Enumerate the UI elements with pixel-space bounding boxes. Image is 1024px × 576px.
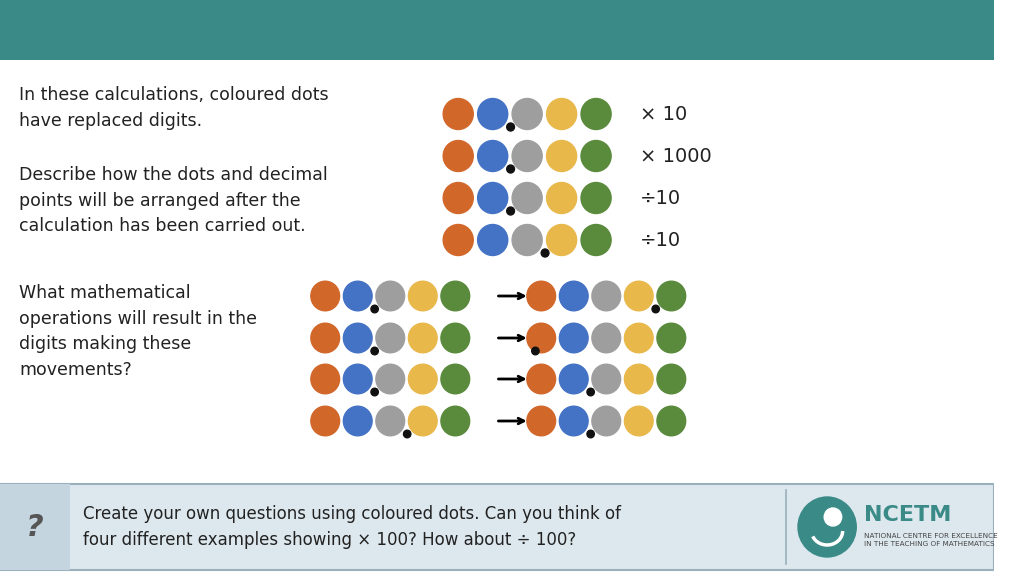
Circle shape (657, 281, 686, 311)
Circle shape (376, 406, 404, 436)
Circle shape (311, 364, 340, 394)
Circle shape (657, 323, 686, 353)
Circle shape (443, 141, 473, 172)
Circle shape (559, 364, 588, 394)
Text: Checkpoint 4: Calculations in colour: Checkpoint 4: Calculations in colour (19, 18, 499, 42)
Circle shape (512, 225, 542, 256)
Circle shape (547, 141, 577, 172)
Circle shape (652, 305, 659, 313)
Circle shape (477, 225, 508, 256)
Circle shape (587, 430, 594, 438)
Text: Create your own questions using coloured dots. Can you think of
four different e: Create your own questions using coloured… (83, 505, 621, 549)
Circle shape (527, 323, 556, 353)
Circle shape (541, 249, 549, 257)
Circle shape (311, 406, 340, 436)
Circle shape (559, 323, 588, 353)
Circle shape (443, 225, 473, 256)
Circle shape (343, 323, 372, 353)
Circle shape (592, 364, 621, 394)
Circle shape (376, 281, 404, 311)
Text: NATIONAL CENTRE FOR EXCELLENCE
IN THE TEACHING OF MATHEMATICS: NATIONAL CENTRE FOR EXCELLENCE IN THE TE… (864, 533, 997, 547)
Text: ÷10: ÷10 (640, 188, 681, 207)
Circle shape (409, 281, 437, 311)
Circle shape (547, 225, 577, 256)
Text: NCETM: NCETM (864, 505, 951, 525)
Text: × 1000: × 1000 (640, 146, 712, 165)
Circle shape (512, 183, 542, 214)
Circle shape (592, 281, 621, 311)
Bar (0, 484, 994, 570)
Circle shape (581, 183, 611, 214)
Circle shape (559, 281, 588, 311)
Circle shape (798, 497, 856, 557)
Circle shape (657, 406, 686, 436)
Circle shape (343, 406, 372, 436)
Bar (0, 0, 994, 60)
Bar (0, 484, 70, 570)
Circle shape (587, 388, 594, 396)
Circle shape (441, 364, 470, 394)
Circle shape (547, 183, 577, 214)
Circle shape (409, 323, 437, 353)
Circle shape (477, 183, 508, 214)
Circle shape (311, 281, 340, 311)
Circle shape (409, 364, 437, 394)
Text: Describe how the dots and decimal
points will be arranged after the
calculation : Describe how the dots and decimal points… (19, 166, 328, 236)
Text: ÷10: ÷10 (640, 230, 681, 249)
Circle shape (512, 141, 542, 172)
Circle shape (403, 430, 411, 438)
Circle shape (311, 323, 340, 353)
Circle shape (441, 406, 470, 436)
Circle shape (507, 165, 514, 173)
Circle shape (531, 347, 539, 355)
Circle shape (441, 323, 470, 353)
Circle shape (625, 281, 653, 311)
Text: × 10: × 10 (640, 104, 687, 123)
Circle shape (376, 364, 404, 394)
Circle shape (527, 281, 556, 311)
Circle shape (592, 323, 621, 353)
Circle shape (507, 207, 514, 215)
Circle shape (625, 406, 653, 436)
Circle shape (477, 141, 508, 172)
Circle shape (371, 305, 378, 313)
Text: What mathematical
operations will result in the
digits making these
movements?: What mathematical operations will result… (19, 284, 257, 379)
Circle shape (409, 406, 437, 436)
Text: ?: ? (26, 513, 44, 541)
Circle shape (441, 281, 470, 311)
Circle shape (592, 406, 621, 436)
Circle shape (581, 98, 611, 130)
Circle shape (443, 183, 473, 214)
Circle shape (581, 141, 611, 172)
Circle shape (657, 364, 686, 394)
Text: In these calculations, coloured dots
have replaced digits.: In these calculations, coloured dots hav… (19, 86, 329, 130)
Circle shape (547, 98, 577, 130)
Circle shape (371, 388, 378, 396)
Circle shape (371, 347, 378, 355)
Circle shape (443, 98, 473, 130)
Circle shape (581, 225, 611, 256)
Circle shape (559, 406, 588, 436)
Circle shape (527, 406, 556, 436)
Circle shape (343, 364, 372, 394)
Circle shape (625, 323, 653, 353)
Circle shape (625, 364, 653, 394)
Circle shape (376, 323, 404, 353)
Circle shape (343, 281, 372, 311)
Circle shape (477, 98, 508, 130)
Circle shape (527, 364, 556, 394)
Circle shape (507, 123, 514, 131)
Circle shape (824, 508, 842, 526)
Circle shape (512, 98, 542, 130)
